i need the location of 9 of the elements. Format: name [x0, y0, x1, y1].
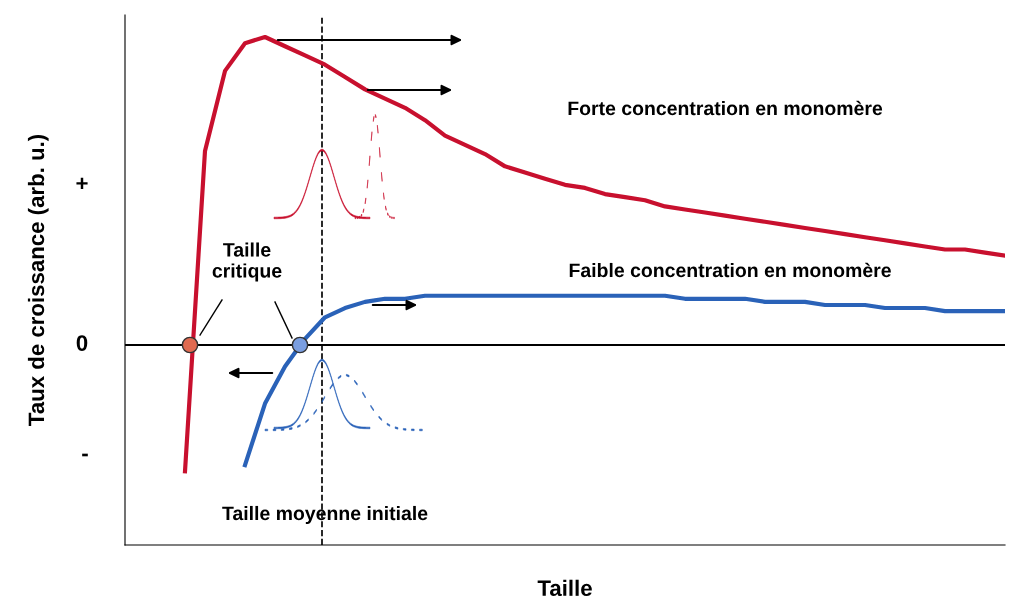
text: Taille moyenne initiale	[222, 505, 428, 525]
y-axis-title: Taux de croissance (arb. u.)	[27, 134, 49, 426]
annotation: Taille critique	[212, 242, 282, 282]
text: 0	[76, 335, 88, 351]
x-axis-title: Taille	[537, 579, 592, 597]
annotation: Faible concentration en monomère	[569, 262, 891, 278]
text: +	[76, 177, 88, 189]
text: -	[82, 453, 88, 457]
annotation: Forte concentration en monomère	[568, 100, 883, 116]
